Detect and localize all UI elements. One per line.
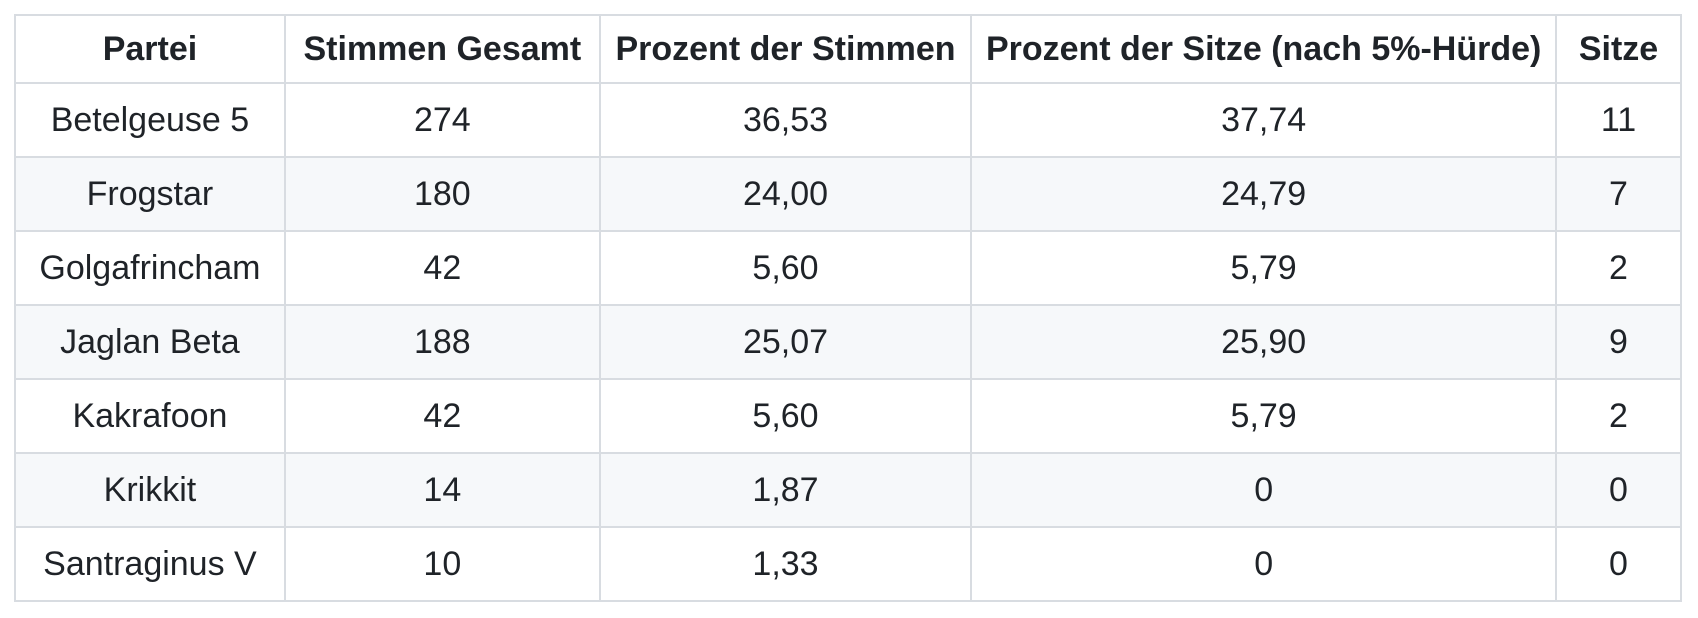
cell-prozent-sitze: 24,79 xyxy=(970,156,1558,232)
cell-stimmen-gesamt: 10 xyxy=(283,526,601,602)
cell-prozent-stimmen: 5,60 xyxy=(598,230,973,306)
cell-sitze: 2 xyxy=(1555,378,1682,454)
cell-prozent-stimmen: 1,33 xyxy=(598,526,973,602)
cell-partei: Golgafrincham xyxy=(14,230,286,306)
table-row-krikkit: Krikkit 14 1,87 0 0 xyxy=(14,452,1682,528)
cell-stimmen-gesamt: 180 xyxy=(283,156,601,232)
table-row-jaglan-beta: Jaglan Beta 188 25,07 25,90 9 xyxy=(14,304,1682,380)
column-header-prozent-sitze: Prozent der Sitze (nach 5%-Hürde) xyxy=(970,14,1558,84)
cell-stimmen-gesamt: 42 xyxy=(283,378,601,454)
header-row: Partei Stimmen Gesamt Prozent der Stimme… xyxy=(14,14,1682,84)
cell-prozent-sitze: 0 xyxy=(970,452,1558,528)
cell-prozent-sitze: 5,79 xyxy=(970,378,1558,454)
cell-stimmen-gesamt: 14 xyxy=(283,452,601,528)
cell-prozent-sitze: 0 xyxy=(970,526,1558,602)
cell-sitze: 11 xyxy=(1555,82,1682,158)
table-body: Betelgeuse 5 274 36,53 37,74 11 Frogstar… xyxy=(14,82,1682,602)
cell-prozent-sitze: 25,90 xyxy=(970,304,1558,380)
cell-stimmen-gesamt: 188 xyxy=(283,304,601,380)
cell-stimmen-gesamt: 42 xyxy=(283,230,601,306)
cell-sitze: 7 xyxy=(1555,156,1682,232)
cell-prozent-stimmen: 24,00 xyxy=(598,156,973,232)
table-row-santraginus-v: Santraginus V 10 1,33 0 0 xyxy=(14,526,1682,602)
cell-stimmen-gesamt: 274 xyxy=(283,82,601,158)
table-header: Partei Stimmen Gesamt Prozent der Stimme… xyxy=(14,14,1682,84)
cell-partei: Santraginus V xyxy=(14,526,286,602)
column-header-partei: Partei xyxy=(14,14,286,84)
cell-sitze: 9 xyxy=(1555,304,1682,380)
cell-sitze: 0 xyxy=(1555,452,1682,528)
cell-partei: Frogstar xyxy=(14,156,286,232)
cell-partei: Jaglan Beta xyxy=(14,304,286,380)
cell-prozent-stimmen: 25,07 xyxy=(598,304,973,380)
cell-prozent-stimmen: 36,53 xyxy=(598,82,973,158)
cell-prozent-sitze: 5,79 xyxy=(970,230,1558,306)
cell-sitze: 0 xyxy=(1555,526,1682,602)
column-header-sitze: Sitze xyxy=(1555,14,1682,84)
column-header-prozent-stimmen: Prozent der Stimmen xyxy=(598,14,973,84)
cell-sitze: 2 xyxy=(1555,230,1682,306)
cell-prozent-stimmen: 5,60 xyxy=(598,378,973,454)
table-row-golgafrincham: Golgafrincham 42 5,60 5,79 2 xyxy=(14,230,1682,306)
election-results-table: Partei Stimmen Gesamt Prozent der Stimme… xyxy=(14,14,1682,602)
table-row-betelgeuse-5: Betelgeuse 5 274 36,53 37,74 11 xyxy=(14,82,1682,158)
cell-partei: Betelgeuse 5 xyxy=(14,82,286,158)
cell-prozent-stimmen: 1,87 xyxy=(598,452,973,528)
column-header-stimmen-gesamt: Stimmen Gesamt xyxy=(283,14,601,84)
table-row-kakrafoon: Kakrafoon 42 5,60 5,79 2 xyxy=(14,378,1682,454)
cell-prozent-sitze: 37,74 xyxy=(970,82,1558,158)
cell-partei: Kakrafoon xyxy=(14,378,286,454)
table-row-frogstar: Frogstar 180 24,00 24,79 7 xyxy=(14,156,1682,232)
cell-partei: Krikkit xyxy=(14,452,286,528)
